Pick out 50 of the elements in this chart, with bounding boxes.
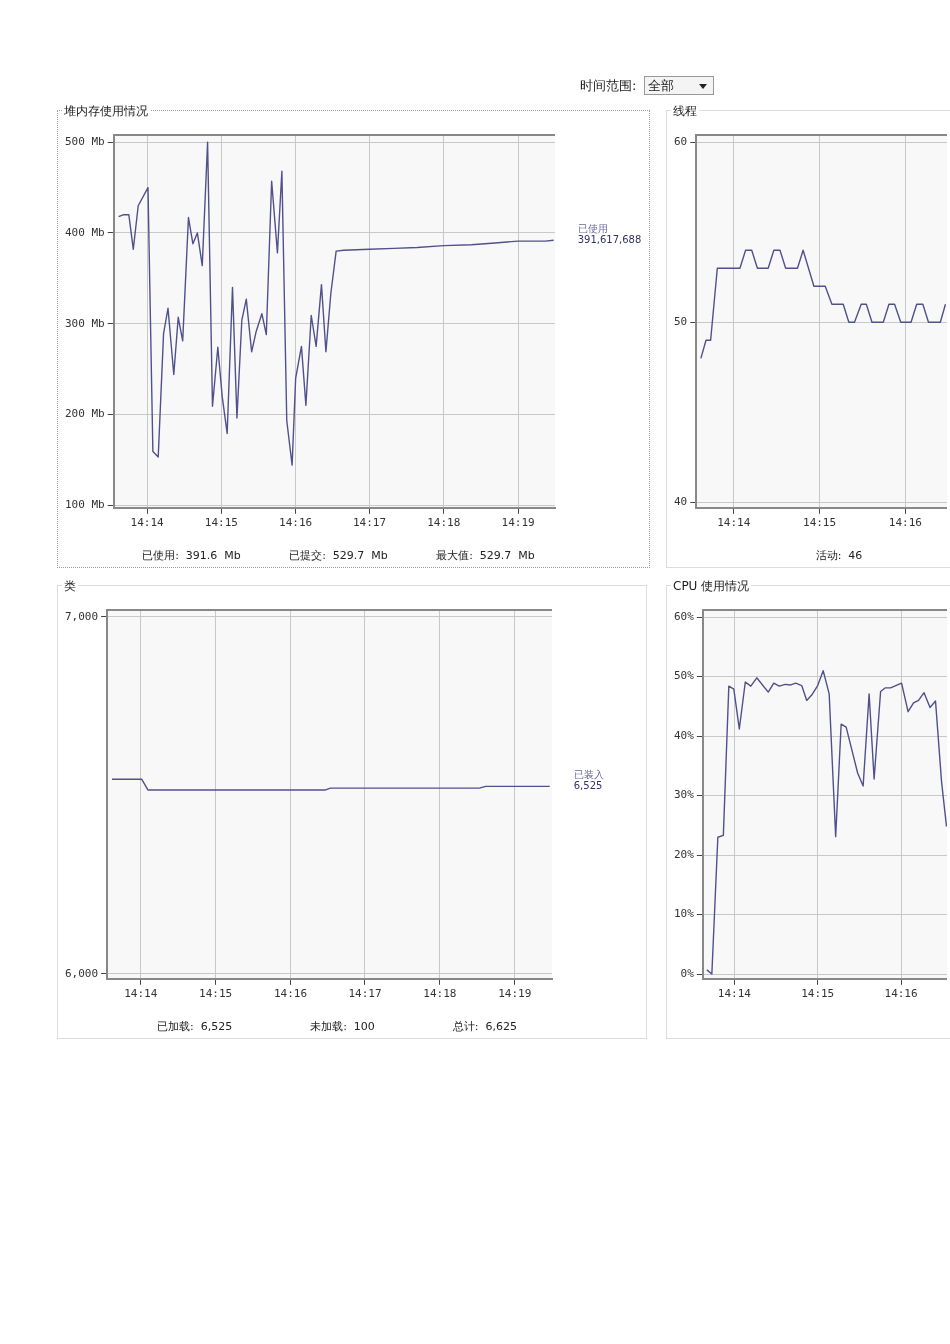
y-tick-label: 20%: [673, 847, 695, 861]
x-tick-label: 14:14: [124, 987, 158, 1001]
x-tick-label: 14:15: [204, 516, 238, 530]
y-tick-label: 400 Mb: [64, 225, 105, 239]
y-tick-label: 0%: [680, 966, 695, 980]
x-tick-label: 14:15: [803, 516, 837, 530]
annotation: 已使用 391,617,688: [577, 222, 642, 245]
text: 时间范围:: [580, 76, 637, 95]
chart-title: 堆内存使用情况: [62, 103, 150, 120]
annotation: 已装入 6,525: [573, 768, 604, 791]
y-tick-label: 200 Mb: [64, 407, 105, 421]
text: 总计: 6,625: [452, 1019, 517, 1034]
x-tick-label: 14:14: [717, 987, 752, 1001]
x-tick-label: 14:16: [884, 987, 918, 1001]
x-tick-label: 14:15: [199, 987, 233, 1001]
text: 已加载: 6,525: [156, 1019, 233, 1034]
x-tick-label: 14:16: [279, 516, 313, 530]
y-tick-label: 50: [674, 315, 688, 329]
y-tick-label: 10%: [673, 907, 695, 921]
text: 全部: [648, 78, 675, 93]
text: 已使用: 391.6 Mb: [142, 548, 241, 563]
text: 活动: 46: [815, 548, 863, 563]
x-tick-label: 14:17: [348, 987, 382, 1001]
x-tick-label: 14:18: [427, 516, 461, 530]
y-tick-label: 500 Mb: [64, 135, 105, 149]
x-tick-label: 14:14: [717, 516, 751, 530]
x-tick-label: 14:19: [501, 516, 535, 530]
y-tick-label: 300 Mb: [64, 316, 105, 330]
y-tick-label: 60: [674, 135, 688, 149]
x-tick-label: 14:15: [801, 987, 835, 1001]
chart-title: 类: [62, 578, 78, 595]
x-tick-label: 14:16: [888, 516, 922, 530]
text: 未加载: 100: [310, 1019, 375, 1034]
x-tick-label: 14:14: [130, 516, 165, 530]
y-tick-label: 60%: [673, 610, 695, 623]
y-tick-label: 50%: [673, 669, 695, 683]
text: 已提交: 529.7 Mb: [289, 548, 388, 563]
y-tick-label: 30%: [673, 788, 695, 802]
y-tick-label: 7,000: [64, 609, 99, 623]
y-tick-label: 40: [674, 495, 688, 509]
chart-title: 线程: [671, 103, 699, 120]
y-tick-label: 40%: [673, 728, 695, 742]
x-tick-label: 14:16: [273, 987, 308, 1001]
x-tick-label: 14:19: [498, 987, 532, 1001]
text: 最大值: 529.7 Mb: [436, 548, 535, 563]
chart-title: CPU 使用情况: [671, 578, 752, 595]
y-tick-label: 100 Mb: [64, 497, 105, 511]
y-tick-label: 6,000: [64, 966, 99, 980]
x-tick-label: 14:17: [352, 516, 387, 530]
x-tick-label: 14:18: [423, 987, 457, 1001]
